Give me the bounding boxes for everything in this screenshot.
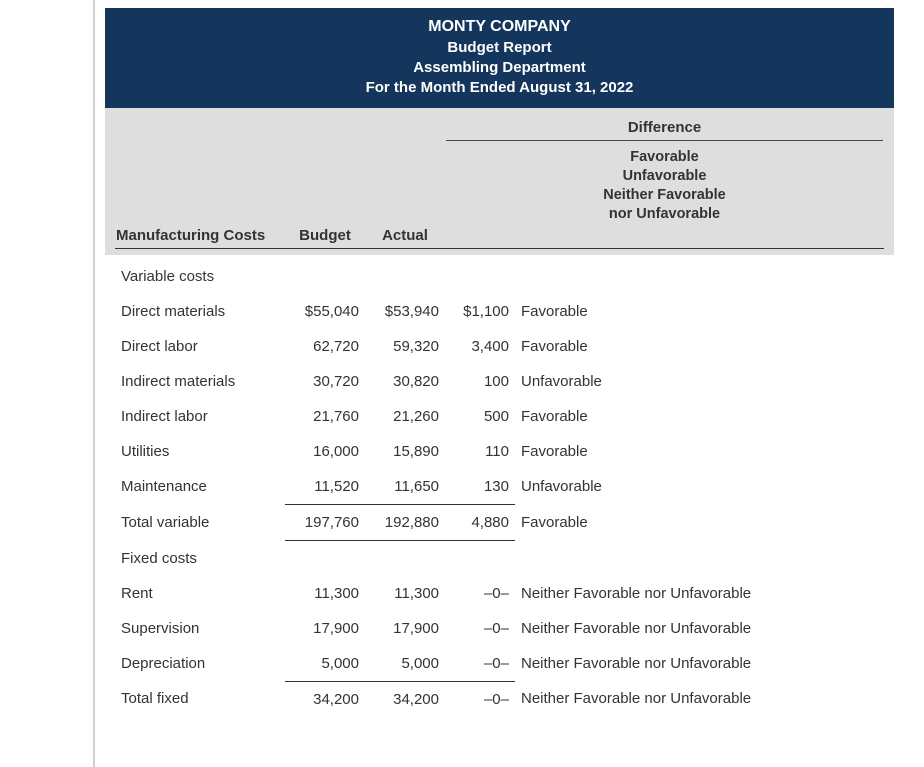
actual-cell: 17,900 xyxy=(365,611,445,646)
manufacturing-costs-header: Manufacturing Costs xyxy=(115,226,285,249)
status-cell: Neither Favorable nor Unfavorable xyxy=(515,646,884,682)
row-total-variable: Total variable 197,760 192,880 4,880 Fav… xyxy=(115,504,884,540)
budget-cell: 5,000 xyxy=(285,646,365,682)
row-label: Indirect materials xyxy=(115,364,285,399)
report-period: For the Month Ended August 31, 2022 xyxy=(105,78,894,98)
row-label: Utilities xyxy=(115,434,285,469)
row-supervision: Supervision 17,900 17,900 –0– Neither Fa… xyxy=(115,611,884,646)
company-name: MONTY COMPANY xyxy=(105,16,894,38)
variable-costs-section-header: Variable costs xyxy=(115,259,884,294)
diff-cell: 100 xyxy=(445,364,515,399)
report-title: Budget Report xyxy=(105,38,894,58)
budget-cell: 11,300 xyxy=(285,576,365,611)
status-cell: Favorable xyxy=(515,294,884,329)
column-headers-block: Difference Favorable Unfavorable Neither… xyxy=(105,108,894,254)
department-name: Assembling Department xyxy=(105,58,894,78)
status-cell: Neither Favorable nor Unfavorable xyxy=(515,611,884,646)
actual-cell: 11,650 xyxy=(365,469,445,505)
budget-cell: 17,900 xyxy=(285,611,365,646)
budget-cell: 11,520 xyxy=(285,469,365,505)
actual-column-header: Actual xyxy=(365,226,445,249)
budget-column-header: Budget xyxy=(285,226,365,249)
diff-cell: 130 xyxy=(445,469,515,505)
row-rent: Rent 11,300 11,300 –0– Neither Favorable… xyxy=(115,576,884,611)
row-depreciation: Depreciation 5,000 5,000 –0– Neither Fav… xyxy=(115,646,884,682)
diff-cell: 3,400 xyxy=(445,329,515,364)
column-headers-table: Difference Favorable Unfavorable Neither… xyxy=(115,118,884,248)
actual-cell: 11,300 xyxy=(365,576,445,611)
actual-cell: 5,000 xyxy=(365,646,445,682)
row-direct-labor: Direct labor 62,720 59,320 3,400 Favorab… xyxy=(115,329,884,364)
budget-cell: $55,040 xyxy=(285,294,365,329)
diff-cell: $1,100 xyxy=(445,294,515,329)
page: MONTY COMPANY Budget Report Assembling D… xyxy=(0,0,924,767)
left-margin-rule xyxy=(0,0,95,767)
status-cell: Neither Favorable nor Unfavorable xyxy=(515,681,884,717)
diff-cell: –0– xyxy=(445,611,515,646)
diff-cell: –0– xyxy=(445,646,515,682)
budget-cell: 34,200 xyxy=(285,681,365,717)
diff-cell: 4,880 xyxy=(445,504,515,540)
row-label: Maintenance xyxy=(115,469,285,505)
status-cell: Favorable xyxy=(515,504,884,540)
fixed-costs-section-header: Fixed costs xyxy=(115,540,884,576)
row-direct-materials: Direct materials $55,040 $53,940 $1,100 … xyxy=(115,294,884,329)
row-label: Indirect labor xyxy=(115,399,285,434)
row-total-fixed: Total fixed 34,200 34,200 –0– Neither Fa… xyxy=(115,681,884,717)
status-cell: Favorable xyxy=(515,399,884,434)
row-maintenance: Maintenance 11,520 11,650 130 Unfavorabl… xyxy=(115,469,884,505)
budget-cell: 21,760 xyxy=(285,399,365,434)
report-table: Variable costs Direct materials $55,040 … xyxy=(115,259,884,717)
diff-cell: 110 xyxy=(445,434,515,469)
status-cell: Neither Favorable nor Unfavorable xyxy=(515,576,884,611)
status-cell: Favorable xyxy=(515,434,884,469)
row-label: Direct labor xyxy=(115,329,285,364)
row-label: Direct materials xyxy=(115,294,285,329)
row-label: Total variable xyxy=(115,504,285,540)
actual-cell: 30,820 xyxy=(365,364,445,399)
row-indirect-materials: Indirect materials 30,720 30,820 100 Unf… xyxy=(115,364,884,399)
diff-cell: –0– xyxy=(445,681,515,717)
status-cell: Unfavorable xyxy=(515,469,884,505)
budget-cell: 197,760 xyxy=(285,504,365,540)
difference-sub-header: Favorable Unfavorable Neither Favorable … xyxy=(445,142,884,225)
actual-cell: 192,880 xyxy=(365,504,445,540)
diff-cell: –0– xyxy=(445,576,515,611)
report-content: MONTY COMPANY Budget Report Assembling D… xyxy=(105,0,924,717)
actual-cell: 34,200 xyxy=(365,681,445,717)
actual-cell: 15,890 xyxy=(365,434,445,469)
row-label: Supervision xyxy=(115,611,285,646)
actual-cell: 59,320 xyxy=(365,329,445,364)
report-body: Variable costs Direct materials $55,040 … xyxy=(105,255,894,717)
diff-cell: 500 xyxy=(445,399,515,434)
difference-column-header: Difference xyxy=(446,119,883,141)
budget-cell: 30,720 xyxy=(285,364,365,399)
row-utilities: Utilities 16,000 15,890 110 Favorable xyxy=(115,434,884,469)
row-label: Depreciation xyxy=(115,646,285,682)
row-label: Rent xyxy=(115,576,285,611)
report-header: MONTY COMPANY Budget Report Assembling D… xyxy=(105,8,894,108)
budget-cell: 62,720 xyxy=(285,329,365,364)
actual-cell: 21,260 xyxy=(365,399,445,434)
row-indirect-labor: Indirect labor 21,760 21,260 500 Favorab… xyxy=(115,399,884,434)
actual-cell: $53,940 xyxy=(365,294,445,329)
budget-cell: 16,000 xyxy=(285,434,365,469)
status-cell: Favorable xyxy=(515,329,884,364)
row-label: Total fixed xyxy=(115,681,285,717)
status-cell: Unfavorable xyxy=(515,364,884,399)
